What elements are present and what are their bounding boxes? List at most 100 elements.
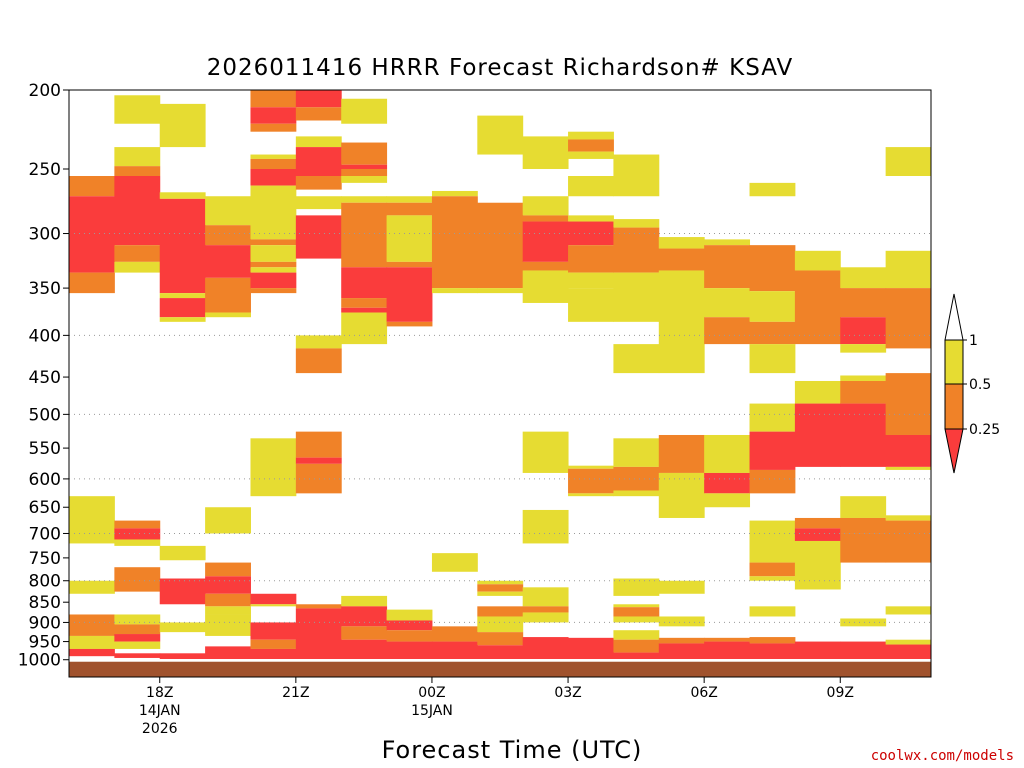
heatmap-cell <box>477 580 524 585</box>
heatmap-cell <box>749 321 796 345</box>
heatmap-cell <box>69 272 115 294</box>
heatmap-cell <box>341 196 388 203</box>
heatmap-cell <box>794 380 841 404</box>
y-tick-label: 1000 <box>18 651 61 671</box>
heatmap-cell <box>341 595 388 607</box>
y-tick-label: 400 <box>29 326 61 346</box>
heatmap-cell <box>250 288 297 294</box>
heatmap-cell <box>749 606 796 617</box>
heatmap-cell <box>431 626 478 642</box>
heatmap-cell <box>794 528 841 541</box>
heatmap-cell <box>114 147 161 167</box>
y-tick-label: 950 <box>29 633 61 653</box>
heatmap-cell <box>114 520 161 529</box>
heatmap-cell <box>250 438 297 497</box>
heatmap-cell <box>295 604 342 609</box>
heatmap-cell <box>250 107 297 124</box>
heatmap-cell <box>885 606 932 615</box>
heatmap-cell <box>159 653 206 660</box>
heatmap-cell <box>69 196 115 273</box>
heatmap-cell <box>250 154 297 159</box>
colorbar: 1 0.5 0.25 <box>944 293 1000 474</box>
heatmap-cell <box>295 431 342 458</box>
heatmap-cell <box>885 288 932 349</box>
heatmap-cell <box>205 562 251 577</box>
heatmap-cell <box>749 637 796 644</box>
x-tick-label: 14JAN <box>139 703 181 719</box>
colorbar-label: 1 <box>969 333 978 349</box>
heatmap-cell <box>658 616 705 627</box>
x-tick-label: 00Z <box>418 685 445 701</box>
heatmap-cell <box>250 239 297 246</box>
heatmap-cell <box>205 576 251 594</box>
x-tick-label: 03Z <box>554 685 581 701</box>
heatmap-cell <box>295 335 342 349</box>
y-tick-label: 900 <box>29 613 61 633</box>
heatmap-cell <box>568 637 614 660</box>
heatmap-cell <box>69 176 115 197</box>
heatmap-cell <box>522 261 569 271</box>
heatmap-cell <box>522 136 569 169</box>
y-tick-label: 350 <box>29 279 61 299</box>
heatmap-cell <box>341 606 388 627</box>
heatmap-cell <box>749 562 796 577</box>
heatmap-cell <box>477 591 524 596</box>
heatmap-cell <box>613 227 660 273</box>
y-tick-label: 250 <box>29 160 61 180</box>
heatmap-cell <box>522 221 569 262</box>
heatmap-cell <box>159 545 206 561</box>
heatmap-cell <box>613 466 660 491</box>
heatmap-cell <box>250 185 297 240</box>
heatmap-cell <box>477 115 524 155</box>
y-tick-label: 450 <box>29 368 61 388</box>
y-tick-label: 600 <box>29 470 61 490</box>
heatmap-cell <box>431 641 478 660</box>
heatmap-cell <box>885 515 932 521</box>
heatmap-cell <box>114 528 161 540</box>
heatmap-cell <box>386 261 433 268</box>
heatmap-cell <box>885 250 932 289</box>
heatmap-cell <box>250 639 297 649</box>
heatmap-cell <box>568 139 614 152</box>
heatmap-cell <box>295 608 342 660</box>
heatmap-cell <box>341 639 388 660</box>
heatmap-cell <box>840 288 887 318</box>
heatmap-cell <box>477 288 524 294</box>
heatmap-cell <box>250 648 297 660</box>
heatmap-cell <box>885 373 932 435</box>
heatmap-cell <box>477 584 524 592</box>
x-tick-label: 18Z <box>146 685 173 701</box>
heatmap-cell <box>840 403 887 467</box>
heatmap-cell <box>250 90 297 108</box>
heatmap-cell <box>704 472 751 494</box>
y-tick-label: 650 <box>29 498 61 518</box>
heatmap-cell <box>749 403 796 432</box>
x-tick-label: 15JAN <box>411 703 453 719</box>
heatmap-cell <box>885 520 932 563</box>
heatmap-cell <box>794 641 841 660</box>
credit-text: coolwx.com/models <box>871 748 1014 764</box>
heatmap-cell <box>295 136 342 148</box>
heatmap-cell <box>114 166 161 177</box>
plot-frame <box>68 89 932 678</box>
colorbar-label: 0.25 <box>969 422 1000 438</box>
heatmap-cell <box>431 196 478 289</box>
heatmap-cell <box>114 624 161 635</box>
heatmap-cell <box>885 644 932 660</box>
heatmap-cell <box>477 645 524 660</box>
heatmap-cell <box>69 580 115 594</box>
heatmap-cell <box>613 344 660 374</box>
heatmap-cell <box>295 147 342 177</box>
ground-band <box>69 661 931 677</box>
heatmap-cell <box>522 612 569 623</box>
heatmap-cell <box>658 237 705 249</box>
heatmap-cell <box>205 196 251 226</box>
heatmap-cell <box>386 641 433 660</box>
heatmap-cell <box>431 288 478 294</box>
heatmap-cell <box>205 606 251 615</box>
heatmap-cell <box>568 288 614 322</box>
colorbar-yellow <box>944 339 964 385</box>
heatmap-cell <box>341 298 388 308</box>
heatmap-cell <box>341 98 388 124</box>
